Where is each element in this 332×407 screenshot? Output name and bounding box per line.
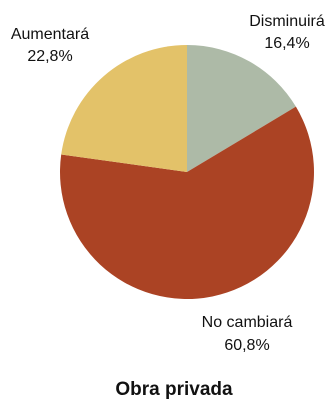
- pie-slice-disminuira: [187, 45, 296, 172]
- slice-label-aumentara-name: Aumentará: [11, 26, 89, 43]
- chart-title: Obra privada: [115, 379, 233, 400]
- pie-slices: [59, 45, 314, 299]
- slice-label-no-cambiara-value: 60,8%: [224, 337, 269, 354]
- pie-slice-no-cambiara: [59, 106, 314, 299]
- slice-label-disminuira-value: 16,4%: [264, 35, 309, 52]
- slice-label-no-cambiara-name: No cambiará: [202, 314, 293, 331]
- slice-label-aumentara-value: 22,8%: [27, 48, 72, 65]
- pie-slice-aumentara: [61, 45, 187, 172]
- slice-label-disminuira-name: Disminuirá: [249, 13, 325, 30]
